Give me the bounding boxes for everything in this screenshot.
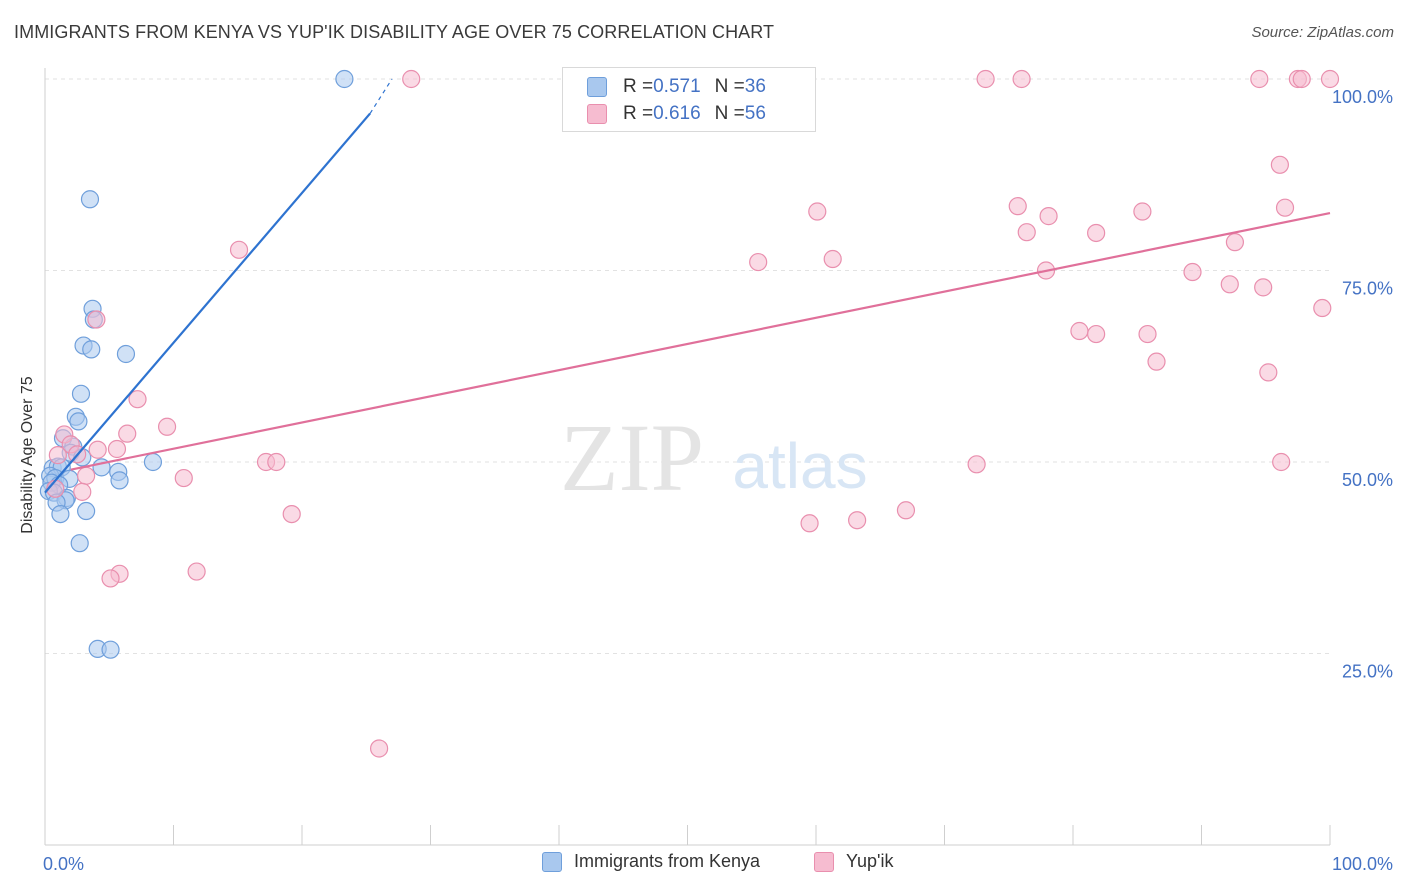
legend-r-label: R = <box>623 76 654 97</box>
chart-title: IMMIGRANTS FROM KENYA VS YUP'IK DISABILI… <box>14 22 775 42</box>
watermark: ZIP atlas <box>560 404 868 511</box>
yupik-point-6 <box>1292 69 1311 89</box>
kenya-point-32 <box>51 504 70 524</box>
series-swatch-kenya <box>542 851 562 872</box>
yupik-point-7 <box>1320 69 1340 89</box>
yupik-point-50 <box>800 514 819 533</box>
yupik-point-23 <box>1254 278 1273 297</box>
yupik-point-39 <box>48 446 67 465</box>
yupik-point-22 <box>1220 275 1239 294</box>
yupik-point-55 <box>370 739 389 758</box>
yupik-point-47 <box>73 482 92 501</box>
yupik-trend-line <box>70 211 1331 471</box>
y-tick-label-2: 75.0% <box>1342 279 1393 299</box>
yupik-point-38 <box>107 439 127 459</box>
kenya-point-0 <box>335 69 354 89</box>
yupik-point-30 <box>1259 363 1278 382</box>
yupik-point-41 <box>267 452 286 472</box>
trend-lines <box>44 78 1331 494</box>
kenya-point-14 <box>143 452 163 472</box>
kenya-points <box>39 69 354 659</box>
yupik-point-37 <box>88 440 107 459</box>
legend-row-yupik: R = 0.616 N = 56 <box>587 101 766 127</box>
y-tick-label-1: 50.0% <box>1342 470 1393 490</box>
yupik-point-45 <box>174 468 193 488</box>
yupik-point-3 <box>1012 69 1031 89</box>
kenya-trend-line <box>44 112 371 494</box>
yupik-point-44 <box>77 466 96 485</box>
legend-n-label: N = <box>714 76 745 97</box>
yupik-point-24 <box>1313 298 1332 318</box>
yupik-point-13 <box>1039 207 1058 226</box>
kenya-trend-extension <box>369 78 393 114</box>
yupik-point-48 <box>282 504 301 524</box>
yupik-point-14 <box>1017 223 1036 242</box>
yupik-point-10 <box>1275 198 1295 217</box>
yupik-point-26 <box>1070 321 1089 341</box>
legend-r-value: 0.616 <box>653 103 701 124</box>
series-swatch-yupik <box>814 851 834 872</box>
kenya-point-7 <box>71 384 91 403</box>
kenya-point-6 <box>116 344 136 364</box>
grid-lines <box>45 78 1330 654</box>
yupik-point-51 <box>848 511 867 530</box>
legend-n-label: N = <box>714 103 745 124</box>
yupik-point-29 <box>1147 352 1166 371</box>
yupik-point-49 <box>896 501 916 520</box>
yupik-point-18 <box>823 249 842 269</box>
watermark-zip: ZIP <box>560 404 704 511</box>
yupik-point-11 <box>808 202 827 221</box>
axes <box>44 68 1331 846</box>
kenya-point-23 <box>110 471 129 490</box>
x-tick-label-0: 0.0% <box>43 854 84 874</box>
legend-swatch-yupik <box>587 104 607 124</box>
legend-row-kenya: R = 0.571 N = 36 <box>587 74 766 100</box>
yupik-points <box>46 69 1340 758</box>
series-legend-kenya: Immigrants from Kenya <box>542 851 760 872</box>
yupik-point-4 <box>1250 69 1269 89</box>
yupik-point-19 <box>749 252 768 272</box>
yupik-point-42 <box>967 455 986 474</box>
x-tick-label-1: 100.0% <box>1332 854 1393 874</box>
y-tick-label-3: 100.0% <box>1332 87 1393 107</box>
yupik-point-28 <box>1138 324 1157 344</box>
legend-n-value: 56 <box>744 103 766 124</box>
yupik-point-8 <box>1270 155 1289 174</box>
kenya-point-31 <box>77 501 96 521</box>
kenya-point-5 <box>82 340 101 359</box>
tick-labels: 25.0% 50.0% 75.0% 100.0% 0.0% 100.0% <box>43 87 1393 874</box>
kenya-point-9 <box>69 412 88 431</box>
series-legend-yupik: Yup'ik <box>814 851 893 872</box>
yupik-point-54 <box>187 562 206 581</box>
watermark-atlas: atlas <box>732 430 867 502</box>
yupik-point-21 <box>1183 262 1202 282</box>
y-tick-label-0: 25.0% <box>1342 662 1393 682</box>
yupik-point-15 <box>1087 223 1106 243</box>
source-label: Source: ZipAtlas.com <box>1251 24 1394 41</box>
legend-r-value: 0.571 <box>653 76 701 97</box>
yupik-point-0 <box>402 69 421 89</box>
yupik-point-53 <box>101 569 120 588</box>
yupik-point-43 <box>1272 452 1291 472</box>
legend-swatch-kenya <box>587 77 607 97</box>
yupik-point-31 <box>128 390 147 409</box>
yupik-point-12 <box>1133 202 1152 221</box>
kenya-point-35 <box>101 640 120 659</box>
yupik-point-27 <box>1087 324 1106 344</box>
series-name-kenya: Immigrants from Kenya <box>574 851 761 871</box>
yupik-point-16 <box>1225 233 1245 252</box>
yupik-point-9 <box>1008 197 1027 216</box>
legend-r-label: R = <box>623 103 654 124</box>
yupik-point-33 <box>118 424 137 443</box>
yupik-point-17 <box>229 240 249 259</box>
yupik-point-25 <box>87 310 106 329</box>
kenya-point-1 <box>80 190 100 209</box>
series-name-yupik: Yup'ik <box>846 851 894 871</box>
yupik-point-2 <box>976 69 995 89</box>
correlation-legend: R = 0.571 N = 36 R = 0.616 N = 56 <box>562 67 816 132</box>
yupik-point-32 <box>157 417 177 436</box>
legend-n-value: 36 <box>744 76 766 97</box>
kenya-point-33 <box>70 534 89 553</box>
